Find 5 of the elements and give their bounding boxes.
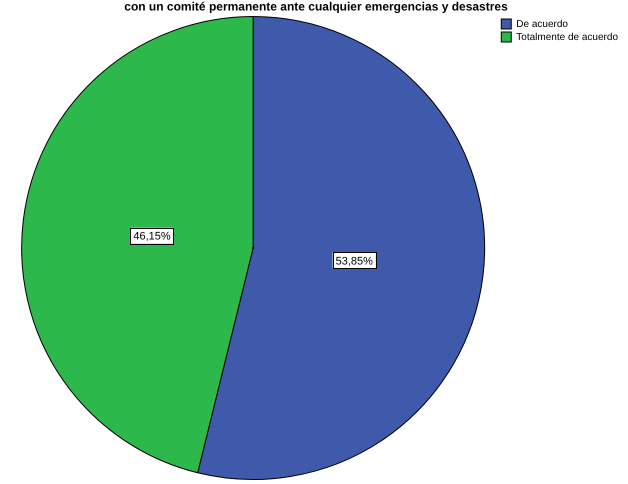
legend-label: De acuerdo	[516, 18, 568, 30]
data-label: 46,15%	[133, 230, 171, 243]
data-label: 53,85%	[336, 255, 374, 268]
chart-title: con un comité permanente ante cualquier emergencias y desastres	[124, 0, 508, 14]
legend-label: Totalmente de acuerdo	[516, 32, 618, 43]
